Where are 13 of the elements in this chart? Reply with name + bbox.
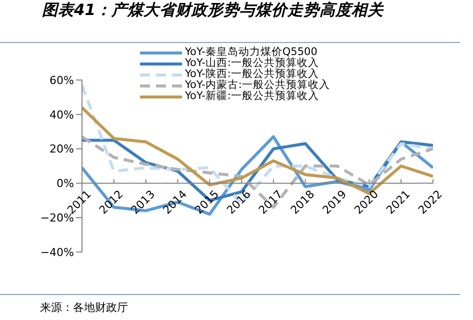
- legend-label: YoY-新疆:一般公共预算收入: [185, 90, 319, 102]
- y-tick-label: 0%: [56, 177, 74, 190]
- legend-label: YoY-内蒙古:一般公共预算收入: [185, 79, 330, 91]
- chart-title: 图表41：产煤大省财政形势与煤价走势高度相关: [42, 0, 384, 21]
- y-tick-label: −40%: [40, 246, 74, 259]
- legend-label: YoY-陕西:一般公共预算收入: [185, 68, 319, 80]
- y-tick-label: −20%: [40, 212, 74, 225]
- y-tick-label: 60%: [50, 74, 74, 87]
- y-tick-label: 20%: [50, 142, 74, 156]
- y-tick-label: 40%: [50, 108, 74, 122]
- legend-label: YoY-秦皇岛动力煤价Q5500: [185, 46, 318, 58]
- source-note: 来源：各地财政厅: [40, 300, 128, 315]
- legend-label: YoY-山西:一般公共预算收入: [185, 57, 319, 69]
